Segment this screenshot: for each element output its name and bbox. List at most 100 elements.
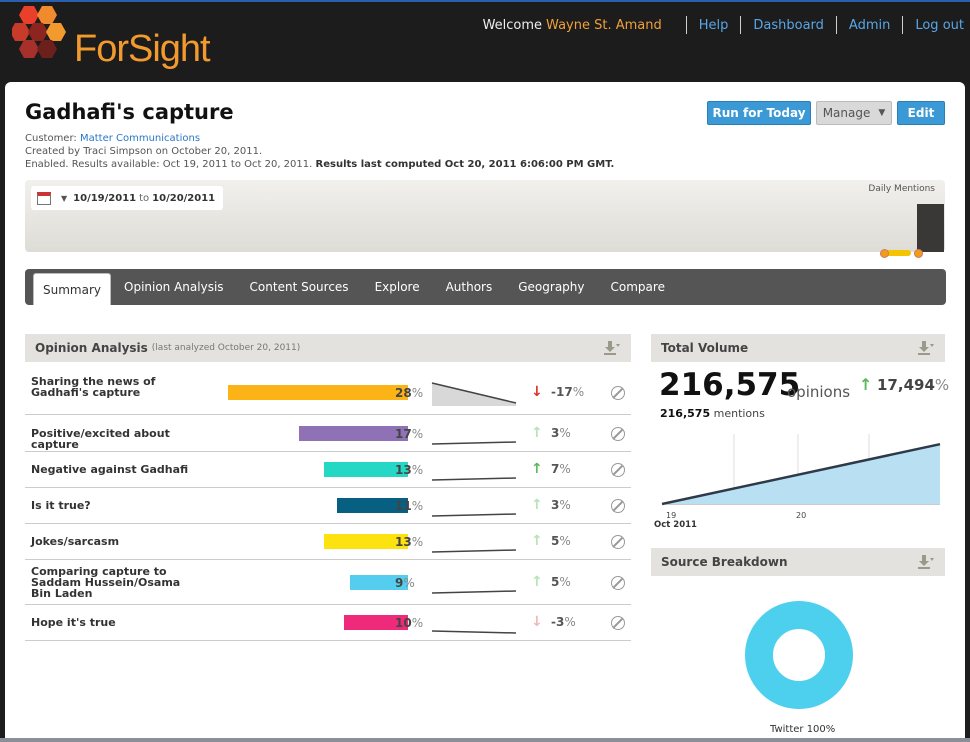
opinion-change: -3% <box>551 615 576 629</box>
opinion-label[interactable]: Comparing capture to Saddam Hussein/Osam… <box>31 565 181 600</box>
opinion-label[interactable]: Jokes/sarcasm <box>31 535 120 548</box>
opinion-change: 7% <box>551 462 571 476</box>
dropdown-arrow-icon[interactable]: ▼ <box>61 193 68 203</box>
nav-divider <box>835 16 837 34</box>
opinion-row[interactable]: Jokes/sarcasm 13% ↑ 5% <box>25 524 631 560</box>
exclude-icon[interactable] <box>611 535 625 549</box>
arrow-up-icon: ↑ <box>531 533 543 549</box>
opinion-sparkline <box>431 440 517 445</box>
tab-geography[interactable]: Geography <box>518 280 585 294</box>
arrow-up-icon: ↑ <box>859 375 873 394</box>
x-tick-label: 20 <box>796 511 806 520</box>
next-arrow-icon[interactable]: ⇨ <box>261 192 271 205</box>
donut-slice-twitter[interactable] <box>745 601 853 709</box>
opinion-label[interactable]: Positive/excited about capture <box>31 426 170 451</box>
download-icon[interactable] <box>603 340 621 356</box>
created-text: Created by Traci Simpson on October 20, … <box>25 146 263 157</box>
opinion-change: 3% <box>551 498 571 512</box>
opinion-row[interactable]: Comparing capture to Saddam Hussein/Osam… <box>25 560 631 605</box>
date-range-picker[interactable]: ▼ 10/19/2011 to 10/20/2011 <box>31 186 223 210</box>
forsight-logo-icon <box>12 6 66 58</box>
tab-explore[interactable]: Explore <box>374 280 420 294</box>
slider-left-handle[interactable] <box>880 249 889 258</box>
arrow-down-icon: ↓ <box>531 383 543 400</box>
page-title: Gadhafi's capture <box>25 100 234 124</box>
run-for-today-button[interactable]: Run for Today <box>707 101 811 125</box>
admin-link[interactable]: Admin <box>848 17 891 33</box>
opinion-row[interactable]: Sharing the news of Gadhafi's capture 28%… <box>25 370 631 415</box>
previous-arrow-icon[interactable]: ⇦ <box>235 192 245 205</box>
opinion-label[interactable]: Hope it's true <box>31 616 116 629</box>
exclude-icon[interactable] <box>611 463 625 477</box>
tab-content-sources[interactable]: Content Sources <box>249 280 349 294</box>
arrow-up-icon: ↑ <box>531 424 543 441</box>
mentions-count: 216,575 <box>660 407 711 420</box>
opinion-percent: 17% <box>395 426 424 441</box>
edit-button[interactable]: Edit <box>897 101 945 125</box>
calendar-icon[interactable] <box>37 191 51 205</box>
top-bar: ForSight Welcome Wayne St. Amand Help Da… <box>0 0 970 82</box>
page-meta: Customer: Matter Communications Created … <box>25 132 614 171</box>
opinion-row[interactable]: Positive/excited about capture 17% ↑ 3% <box>25 415 631 452</box>
download-icon[interactable] <box>917 340 935 356</box>
dashboard-link[interactable]: Dashboard <box>753 17 824 33</box>
exclude-icon[interactable] <box>611 385 625 400</box>
logout-link[interactable]: Log out <box>915 17 964 33</box>
opinion-row[interactable]: Negative against Gadhafi 13% ↑ 7% <box>25 452 631 488</box>
opinions-unit: opinions <box>787 383 851 401</box>
opinion-row[interactable]: Is it true? 11% ↑ 3% <box>25 488 631 524</box>
opinion-label[interactable]: Sharing the news of Gadhafi's capture <box>31 375 156 399</box>
date-to-word: to <box>139 192 150 204</box>
x-tick-label: 19 <box>666 511 676 520</box>
exclude-icon[interactable] <box>611 499 625 513</box>
tab-summary[interactable]: Summary <box>33 273 111 305</box>
daily-mentions-bar <box>917 204 944 252</box>
opinion-bar <box>350 574 408 590</box>
customer-link[interactable]: Matter Communications <box>79 133 201 144</box>
opinion-sparkline <box>431 381 517 406</box>
manage-dropdown-button[interactable]: Manage ▼ <box>816 101 892 125</box>
opinion-bar <box>324 534 408 549</box>
tab-compare[interactable]: Compare <box>610 280 665 294</box>
opinion-row[interactable]: Hope it's true 10% ↓ -3% <box>25 605 631 641</box>
opinion-analysis-title: Opinion Analysis <box>35 341 148 355</box>
opinion-percent: 13% <box>395 535 424 549</box>
download-icon[interactable] <box>917 554 935 570</box>
exclude-icon[interactable] <box>611 616 625 630</box>
volume-area <box>662 444 940 504</box>
opinion-percent: 28% <box>395 385 424 400</box>
opinion-percent: 10% <box>395 616 424 630</box>
help-link[interactable]: Help <box>698 17 729 33</box>
top-navigation: Welcome Wayne St. Amand Help Dashboard A… <box>483 16 964 34</box>
volume-series-line <box>661 442 941 506</box>
logo-wordmark[interactable]: ForSight <box>74 28 211 70</box>
slider-right-handle[interactable] <box>914 249 923 258</box>
exclude-icon[interactable] <box>611 575 625 590</box>
opinion-bar <box>324 462 408 477</box>
last-computed-text: Results last computed Oct 20, 2011 6:06:… <box>315 159 615 170</box>
date-to: 10/20/2011 <box>152 192 216 204</box>
tab-authors[interactable]: Authors <box>445 280 493 294</box>
mentions-line: 216,575 mentions <box>660 407 765 420</box>
arrow-up-icon: ↑ <box>531 497 543 513</box>
welcome-text: Welcome <box>482 17 543 33</box>
volume-change: 17,494% <box>877 376 950 394</box>
opinion-label[interactable]: Negative against Gadhafi <box>31 463 189 476</box>
volume-change-value: 17,494 <box>877 376 935 394</box>
nav-divider <box>685 16 687 34</box>
nav-divider <box>740 16 742 34</box>
mentions-label: mentions <box>713 407 765 420</box>
timeline-range-slider[interactable] <box>881 250 911 256</box>
tab-bar: Summary Opinion Analysis Content Sources… <box>25 269 946 305</box>
username[interactable]: Wayne St. Amand <box>546 17 662 33</box>
source-donut-chart <box>745 601 853 709</box>
total-volume-chart: 19 20 Oct 2011 <box>654 434 941 530</box>
source-breakdown-header: Source Breakdown <box>651 548 945 576</box>
opinion-sparkline <box>431 549 517 553</box>
opinion-label[interactable]: Is it true? <box>31 499 91 512</box>
exclude-icon[interactable] <box>611 426 625 441</box>
total-volume-title: Total Volume <box>661 341 749 355</box>
tab-opinion-analysis[interactable]: Opinion Analysis <box>124 280 224 294</box>
opinion-analysis-header: Opinion Analysis (last analyzed October … <box>25 334 631 362</box>
daily-mentions-label: Daily Mentions <box>868 184 935 194</box>
